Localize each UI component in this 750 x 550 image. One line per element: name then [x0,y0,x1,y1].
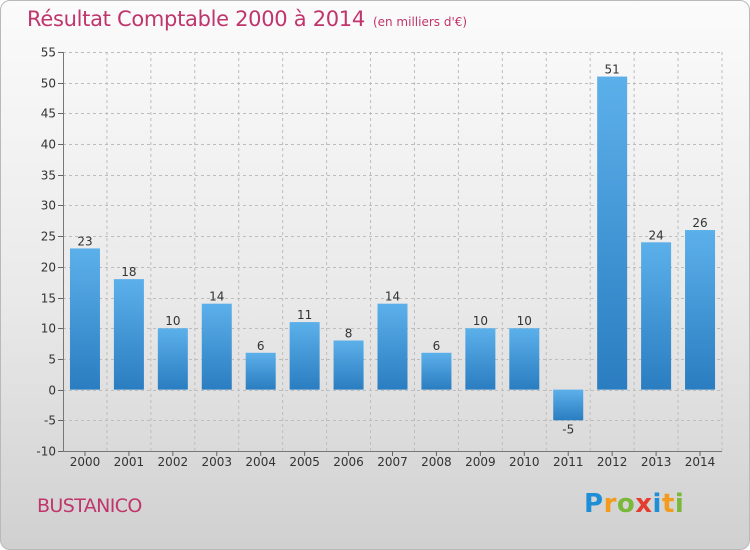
x-tick-label: 2004 [245,455,276,469]
x-tick-label: 2006 [333,455,364,469]
labels: -10 -5 0 5 10 15 20 25 30 35 40 45 50 55 2000 23 2001 18 2… [36,46,715,470]
y-tick-label: 5 [48,353,56,367]
logo-letter: i [652,489,662,519]
chart-subtitle: (en milliers d'€) [372,15,468,29]
bars [69,76,716,421]
data-label: 24 [648,228,663,242]
bar-2008 [421,352,452,390]
chart-title: Résultat Comptable 2000 à 2014 (en millie… [27,7,467,31]
bar-2011 [553,389,584,421]
data-label: 14 [209,290,224,304]
x-tick-label: 2005 [289,455,320,469]
data-label: 6 [433,339,441,353]
data-label: 10 [165,314,180,328]
bar-2009 [465,328,496,390]
bar-2010 [509,328,540,390]
y-tick-label: 35 [41,169,56,183]
x-tick-label: 2013 [641,455,672,469]
axes [58,52,722,456]
bar-2006 [333,340,364,390]
x-tick-label: 2007 [377,455,408,469]
data-label: 23 [77,234,92,248]
x-tick-label: 2014 [685,455,716,469]
data-label: 8 [345,327,353,341]
bar-2014 [685,230,716,390]
logo-letter: t [661,489,675,519]
x-tick-label: 2010 [509,455,540,469]
data-label: 6 [257,339,265,353]
y-tick-label: 25 [41,230,56,244]
bar-2003 [201,303,232,390]
proxiti-logo: Proxiti [584,489,684,519]
data-label: 14 [385,290,400,304]
x-tick-label: 2012 [597,455,628,469]
logo-letter: r [603,489,617,519]
bar-2005 [289,322,320,390]
y-tick-label: 15 [41,292,56,306]
logo-letter: o [616,489,636,519]
y-tick-label: -10 [36,445,56,459]
x-tick-label: 2008 [421,455,452,469]
bar-2007 [377,303,408,390]
location-name: BUSTANICO [37,495,142,517]
x-tick-label: 2003 [201,455,232,469]
logo-letter: i [674,489,685,519]
bar-2012 [597,76,628,390]
y-tick-label: 20 [41,261,56,275]
grid-lines [63,52,723,452]
bar-2004 [245,352,276,390]
data-label: 10 [473,314,488,328]
title-text: Résultat Comptable 2000 à 2014 [27,7,365,31]
bar-2000 [69,248,100,390]
y-tick-label: 45 [41,107,56,121]
data-label: 18 [121,265,136,279]
bar-2002 [157,328,188,390]
bar-2001 [113,279,144,390]
data-label: 51 [605,63,620,77]
y-tick-label: -5 [44,414,56,428]
data-label: -5 [562,422,574,436]
bar-2013 [641,242,672,390]
y-tick-label: 0 [48,384,56,398]
x-tick-label: 2009 [465,455,496,469]
y-tick-label: 10 [41,322,56,336]
logo-letter: P [584,489,604,519]
y-tick-label: 40 [41,138,56,152]
x-tick-label: 2011 [553,455,584,469]
x-tick-label: 2001 [114,455,145,469]
logo-letter: x [635,489,653,519]
data-label: 10 [517,314,532,328]
data-label: 26 [692,216,707,230]
x-tick-label: 2000 [70,455,101,469]
y-tick-label: 30 [41,199,56,213]
y-tick-label: 55 [41,46,56,60]
y-tick-label: 50 [41,77,56,91]
data-label: 11 [297,308,312,322]
x-tick-label: 2002 [158,455,189,469]
